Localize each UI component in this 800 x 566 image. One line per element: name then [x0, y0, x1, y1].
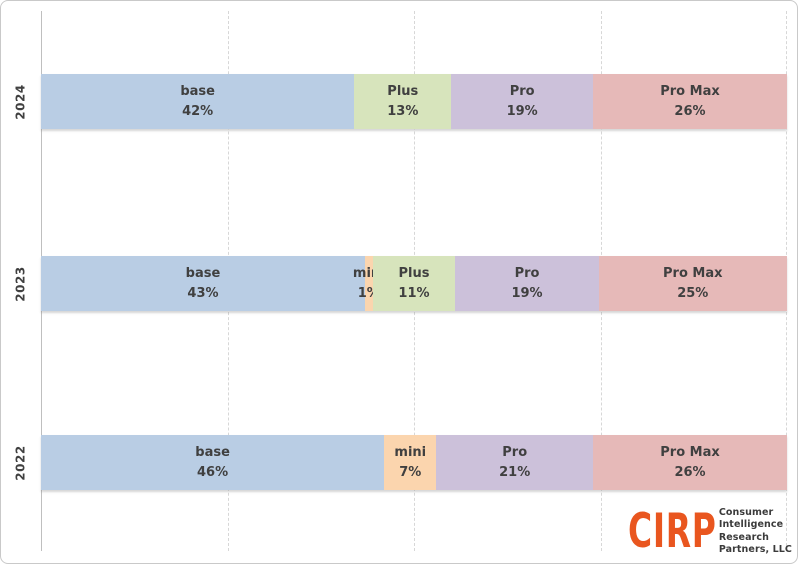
segment-2024-base: base 42% — [41, 74, 355, 129]
bar-row-2022: 2022 base 46% mini 7% Pro 21% Pro Max 26% — [1, 435, 787, 490]
cirp-logo: CIRP Consumer Intelligence Research Part… — [590, 507, 792, 556]
stacked-bar-2022: base 46% mini 7% Pro 21% Pro Max 26% — [41, 435, 787, 490]
segment-2022-pro-max: Pro Max 26% — [593, 435, 787, 490]
segment-label: base 43% — [185, 265, 221, 301]
segment-2022-pro: Pro 21% — [436, 435, 594, 490]
segment-label: Pro 19% — [506, 83, 538, 119]
segment-label: base 42% — [180, 83, 215, 119]
segment-label: mini 7% — [394, 444, 427, 480]
segment-label: Pro 21% — [499, 444, 531, 480]
cirp-logo-line-1: Consumer — [718, 507, 774, 519]
segment-label: Plus 11% — [398, 265, 430, 301]
cirp-logo-acronym: CIRP — [628, 503, 717, 559]
segment-2022-mini: mini 7% — [384, 435, 437, 490]
segment-2022-base: base 46% — [41, 435, 385, 490]
segment-2023-plus: Plus 11% — [372, 256, 456, 311]
stacked-bar-2023: base 43% mini 1% Plus 11% Pro 19% Pro Max 25% — [41, 256, 787, 311]
bar-row-2023: 2023 base 43% mini 1% Plus 11% Pro 19% Pro Max 25% — [1, 256, 787, 311]
segment-label: base 46% — [195, 444, 230, 480]
year-label-2023: 2023 — [14, 265, 28, 302]
year-cell: 2023 — [1, 256, 41, 311]
segment-label: Pro Max 26% — [660, 444, 720, 480]
stacked-bar-2024: base 42% Plus 13% Pro 19% Pro Max 26% — [41, 74, 787, 129]
year-label-2022: 2022 — [14, 444, 28, 481]
cirp-logo-line-2: Intelligence — [718, 519, 784, 531]
year-cell: 2022 — [1, 435, 41, 490]
segment-2024-pro: Pro 19% — [451, 74, 594, 129]
cirp-logo-line-3: Research — [718, 531, 769, 543]
segment-2023-base: base 43% — [41, 256, 366, 311]
segment-2023-pro: Pro 19% — [455, 256, 599, 311]
segment-label: Pro Max 26% — [660, 83, 720, 119]
segment-2023-pro-max: Pro Max 25% — [598, 256, 787, 311]
segment-2023-mini: mini 1% — [353, 256, 385, 311]
year-label-2024: 2024 — [14, 83, 28, 120]
segment-2024-pro-max: Pro Max 26% — [593, 74, 787, 129]
segment-label: Pro Max 25% — [663, 265, 723, 301]
year-cell: 2024 — [1, 74, 41, 129]
bar-row-2024: 2024 base 42% Plus 13% Pro 19% Pro Max 26% — [1, 74, 787, 129]
cirp-logo-text: Consumer Intelligence Research Partners,… — [719, 507, 792, 556]
segment-label: Plus 13% — [387, 83, 419, 119]
segment-2024-plus: Plus 13% — [354, 74, 452, 129]
cirp-logo-line-4: Partners, LLC — [718, 543, 792, 555]
segment-label: Pro 19% — [511, 265, 543, 301]
